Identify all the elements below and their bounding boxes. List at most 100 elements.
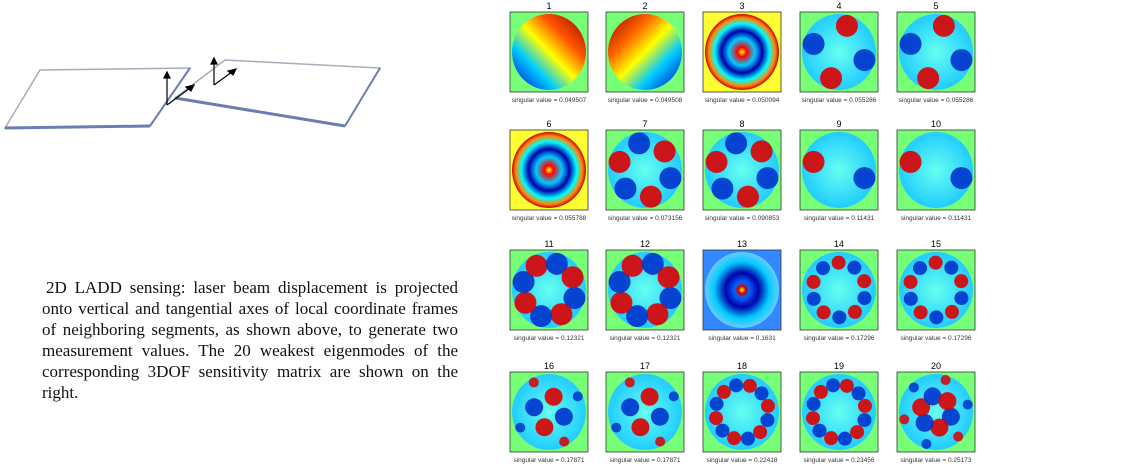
panel-title: 18 xyxy=(737,361,747,371)
panel-title: 20 xyxy=(931,361,941,371)
mode-lobe xyxy=(743,379,757,393)
mode-lobe xyxy=(550,303,572,325)
mode-lobe xyxy=(840,379,854,393)
mode-lobe xyxy=(803,33,825,55)
mode-lobe xyxy=(814,385,828,399)
mode-lobe xyxy=(848,305,862,319)
mode-lobe xyxy=(515,423,525,433)
mode-lobe xyxy=(816,261,830,275)
mode-lobe xyxy=(710,397,724,411)
panel-title: 1 xyxy=(546,1,551,11)
mode-lobe xyxy=(853,167,875,189)
singular-value-label: singular value = 0.17296 xyxy=(803,335,874,342)
mode-lobe xyxy=(944,261,958,275)
mode-lobe xyxy=(514,292,536,314)
singular-value-label: singular value = 0.12321 xyxy=(609,335,680,342)
singular-value-label: singular value = 0.050094 xyxy=(705,97,780,104)
singular-value-label: singular value = 0.11431 xyxy=(804,215,875,222)
mode-lobe xyxy=(655,437,665,447)
mode-lobe xyxy=(945,305,959,319)
singular-value-label: singular value = 0.12321 xyxy=(513,335,584,342)
mode-lobe xyxy=(857,291,871,305)
singular-value-label: singular value = 0.17871 xyxy=(609,457,680,464)
mode-lobe xyxy=(909,382,919,392)
mode-lobe xyxy=(709,411,723,425)
panel-title: 15 xyxy=(931,239,941,249)
panel-title: 4 xyxy=(836,1,841,11)
mode-lobe xyxy=(914,305,928,319)
mode-lobe xyxy=(917,67,939,89)
mode-lobe xyxy=(807,397,821,411)
singular-value-label: singular value = 0.073156 xyxy=(608,215,683,222)
mode-lobe xyxy=(737,186,759,208)
panel-title: 2 xyxy=(642,1,647,11)
mode-lobe xyxy=(610,292,632,314)
panel-title: 5 xyxy=(933,1,938,11)
mode-disc xyxy=(608,374,682,450)
mode-lobe xyxy=(609,151,631,173)
mode-lobe xyxy=(857,274,871,288)
mode-lobe xyxy=(741,432,755,446)
mode-lobe xyxy=(545,388,563,406)
mode-lobe xyxy=(933,15,955,37)
mode-lobe xyxy=(751,140,773,162)
panel-title: 9 xyxy=(836,119,841,129)
mode-lobe xyxy=(904,292,918,306)
eigenmode-panel: 20 singular value = 0.25173 xyxy=(897,361,975,464)
mode-lobe xyxy=(950,49,972,71)
panel-title: 10 xyxy=(931,119,941,129)
mode-disc xyxy=(705,14,779,90)
mode-lobe xyxy=(832,256,846,270)
eigenmode-panel: 7 singular value = 0.073156 xyxy=(606,119,684,222)
mode-lobe xyxy=(817,305,831,319)
mode-lobe xyxy=(803,151,825,173)
singular-value-label: singular value = 0.090853 xyxy=(705,215,780,222)
mode-lobe xyxy=(857,413,871,427)
eigenmode-panel: 2singular value = 0.049508 xyxy=(606,1,684,104)
mode-lobe xyxy=(916,414,934,432)
mode-disc xyxy=(608,14,682,90)
mode-lobe xyxy=(573,391,583,401)
singular-value-label: singular value = 0.17296 xyxy=(900,335,971,342)
mode-lobe xyxy=(921,439,931,449)
mode-lobe xyxy=(622,255,644,277)
page: 2D LADD sensing: laser beam displacement… xyxy=(0,0,1122,476)
mode-lobe xyxy=(729,378,743,392)
mode-disc xyxy=(512,132,586,208)
mode-lobe xyxy=(904,275,918,289)
singular-value-label: singular value = 0.25173 xyxy=(900,457,971,464)
eigenmode-grid: 1singular value = 0.0495072singular valu… xyxy=(0,0,1122,476)
mode-lobe xyxy=(625,377,635,387)
mode-lobe xyxy=(640,186,662,208)
panel-title: 7 xyxy=(642,119,647,129)
mode-lobe xyxy=(900,33,922,55)
mode-lobe xyxy=(900,151,922,173)
singular-value-label: singular value = 0.055788 xyxy=(512,215,587,222)
mode-lobe xyxy=(646,303,668,325)
panel-title: 12 xyxy=(640,239,650,249)
singular-value-label: singular value = 0.23456 xyxy=(803,457,874,464)
mode-lobe xyxy=(824,431,838,445)
mode-lobe xyxy=(711,178,733,200)
mode-lobe xyxy=(753,425,767,439)
singular-value-label: singular value = 0.1631 xyxy=(708,335,776,342)
mode-lobe xyxy=(847,261,861,275)
mode-lobe xyxy=(715,424,729,438)
mode-lobe xyxy=(954,274,968,288)
mode-lobe xyxy=(929,256,943,270)
mode-lobe xyxy=(963,400,973,410)
mode-lobe xyxy=(899,414,909,424)
mode-lobe xyxy=(727,431,741,445)
mode-lobe xyxy=(529,377,539,387)
mode-lobe xyxy=(559,437,569,447)
mode-lobe xyxy=(659,167,681,189)
mode-lobe xyxy=(555,408,573,426)
mode-lobe xyxy=(526,255,548,277)
singular-value-label: singular value = 0.049507 xyxy=(512,97,587,104)
eigenmode-panel: 4singular value = 0.055286 xyxy=(800,1,878,104)
